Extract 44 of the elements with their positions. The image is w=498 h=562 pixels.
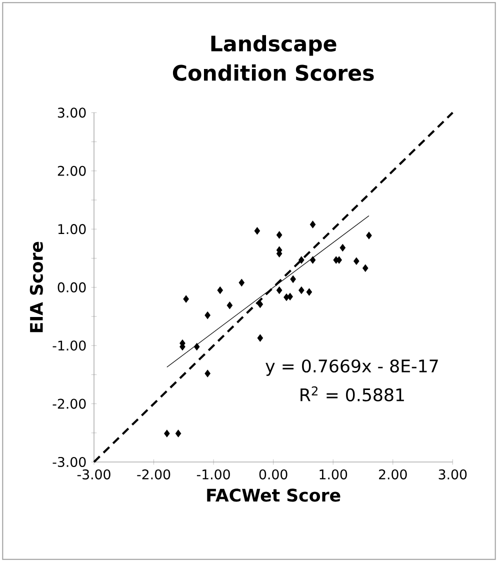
point	[238, 278, 245, 286]
point	[276, 286, 282, 294]
point	[306, 288, 312, 296]
point	[217, 286, 223, 294]
point	[257, 334, 264, 342]
point	[354, 257, 360, 265]
point	[257, 300, 264, 308]
point	[226, 302, 233, 310]
point	[340, 244, 346, 252]
y-tick-label: 1.00	[58, 224, 86, 234]
x-tick-label: 3.00	[438, 469, 467, 480]
x-tick-label: 0.00	[259, 469, 288, 480]
x-axis-title: FACWet Score	[207, 488, 340, 502]
y-tick-label: 0.00	[58, 282, 86, 292]
x-tick-label: 2.00	[379, 469, 407, 480]
point	[194, 342, 200, 350]
point	[183, 295, 189, 303]
x-tick-label: 1.00	[320, 469, 348, 480]
annotation: R$^{2}$ = 0.5881	[300, 386, 404, 402]
point	[204, 312, 210, 320]
point	[204, 370, 210, 378]
y-tick-label: -3.00	[52, 456, 86, 468]
y-axis-title: EIA Score	[30, 242, 43, 332]
point	[175, 430, 182, 438]
point	[366, 232, 372, 240]
point	[287, 292, 293, 300]
y-tick-label: -1.00	[52, 340, 86, 351]
point	[298, 286, 304, 294]
point	[310, 256, 316, 264]
x-tick-label: -3.00	[77, 469, 110, 480]
x-tick-label: -2.00	[137, 469, 170, 480]
point	[254, 227, 260, 235]
x-tick-label: -1.00	[196, 469, 230, 480]
point	[276, 231, 282, 239]
point	[362, 264, 368, 272]
annotation: y = 0.7669x - 8E-17	[266, 359, 438, 376]
y-tick-label: 2.00	[58, 166, 86, 176]
y-tick-label: -2.00	[52, 398, 86, 409]
point	[164, 430, 170, 438]
point	[298, 256, 304, 264]
y-tick-label: 3.00	[58, 108, 86, 118]
point	[290, 275, 296, 283]
point	[310, 220, 316, 228]
chart-title: Landscape Condition Scores	[172, 35, 374, 81]
